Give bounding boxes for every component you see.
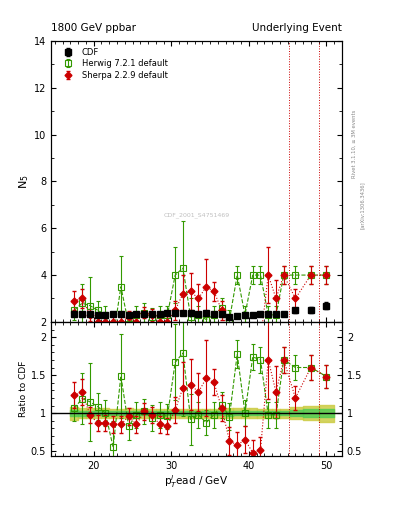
Text: [arXiv:1306.3436]: [arXiv:1306.3436] xyxy=(360,181,365,229)
Y-axis label: Ratio to CDF: Ratio to CDF xyxy=(19,360,28,417)
Text: CDF_2001_S4751469: CDF_2001_S4751469 xyxy=(163,212,230,218)
Text: Rivet 3.1.10, ≥ 3M events: Rivet 3.1.10, ≥ 3M events xyxy=(352,109,357,178)
Legend: CDF, Herwig 7.2.1 default, Sherpa 2.2.9 default: CDF, Herwig 7.2.1 default, Sherpa 2.2.9 … xyxy=(55,45,170,82)
Y-axis label: N$_5$: N$_5$ xyxy=(17,174,31,189)
Text: Underlying Event: Underlying Event xyxy=(252,23,342,33)
X-axis label: p$_T^l$ead / GeV: p$_T^l$ead / GeV xyxy=(164,473,229,490)
Text: 1800 GeV ppbar: 1800 GeV ppbar xyxy=(51,23,136,33)
